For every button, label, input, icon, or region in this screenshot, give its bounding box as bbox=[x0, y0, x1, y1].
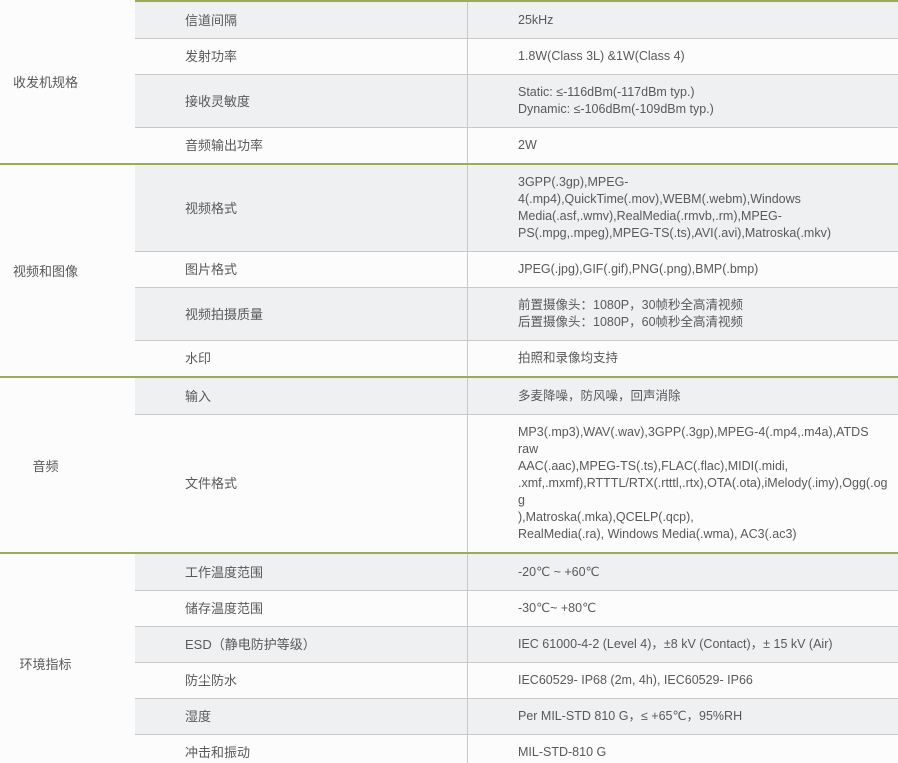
spec-label-cell: 接收灵敏度 bbox=[135, 75, 467, 127]
spec-label-cell: ESD（静电防护等级） bbox=[135, 627, 467, 662]
spec-label: 文件格式 bbox=[185, 476, 238, 491]
spec-row-tx-power: 发射功率 1.8W(Class 3L) &1W(Class 4) bbox=[135, 38, 898, 74]
section-rows: 信道间隔 25kHz 发射功率 1.8W(Class 3L) &1W(Class… bbox=[135, 0, 898, 163]
spec-section-audio: 音频 输入 多麦降噪，防风噪，回声消除 文件格式 MP3(.mp3),WAV(.… bbox=[0, 376, 898, 552]
spec-label-cell: 湿度 bbox=[135, 699, 467, 734]
spec-row-operating-temp: 工作温度范围 -20℃ ~ +60℃ bbox=[135, 554, 898, 590]
spec-label: 信道间隔 bbox=[185, 12, 238, 28]
spec-label-cell: 视频拍摄质量 bbox=[135, 288, 467, 340]
spec-value: IEC 61000-4-2 (Level 4)，±8 kV (Contact)，… bbox=[518, 637, 833, 651]
spec-value-cell: IEC60529- IP68 (2m, 4h), IEC60529- IP66 bbox=[467, 663, 898, 698]
category-cell: 音频 bbox=[0, 378, 135, 552]
category-label: 音频 bbox=[32, 458, 59, 474]
spec-value-cell: -30℃~ +80℃ bbox=[467, 591, 898, 626]
spec-value: IEC60529- IP68 (2m, 4h), IEC60529- IP66 bbox=[518, 673, 753, 687]
spec-label: 输入 bbox=[185, 388, 212, 404]
spec-label-cell: 音频输出功率 bbox=[135, 128, 467, 163]
spec-label-cell: 冲击和振动 bbox=[135, 735, 467, 763]
spec-value: -20℃ ~ +60℃ bbox=[518, 564, 600, 579]
spec-row-audio-file-format: 文件格式 MP3(.mp3),WAV(.wav),3GPP(.3gp),MPEG… bbox=[135, 414, 898, 552]
section-rows: 输入 多麦降噪，防风噪，回声消除 文件格式 MP3(.mp3),WAV(.wav… bbox=[135, 378, 898, 552]
category-label: 收发机规格 bbox=[12, 75, 78, 90]
spec-value-cell: MIL-STD-810 G bbox=[467, 735, 898, 763]
spec-label: 水印 bbox=[185, 351, 212, 366]
spec-section-video-image: 视频和图像 视频格式 3GPP(.3gp),MPEG- 4(.mp4),Quic… bbox=[0, 163, 898, 376]
category-cell: 收发机规格 bbox=[0, 0, 135, 163]
spec-row-dust-water: 防尘防水 IEC60529- IP68 (2m, 4h), IEC60529- … bbox=[135, 662, 898, 698]
spec-label-cell: 视频格式 bbox=[135, 165, 467, 251]
spec-value-cell: IEC 61000-4-2 (Level 4)，±8 kV (Contact)，… bbox=[467, 627, 898, 662]
spec-row-esd: ESD（静电防护等级） IEC 61000-4-2 (Level 4)，±8 k… bbox=[135, 626, 898, 662]
spec-label: 接收灵敏度 bbox=[185, 93, 251, 109]
spec-row-shock-vibration: 冲击和振动 MIL-STD-810 G bbox=[135, 734, 898, 763]
spec-row-storage-temp: 储存温度范围 -30℃~ +80℃ bbox=[135, 590, 898, 626]
spec-label: 视频格式 bbox=[185, 200, 238, 216]
category-cell: 视频和图像 bbox=[0, 165, 135, 376]
spec-value: 3GPP(.3gp),MPEG- 4(.mp4),QuickTime(.mov)… bbox=[518, 175, 832, 240]
spec-label-cell: 储存温度范围 bbox=[135, 591, 467, 626]
spec-label-cell: 输入 bbox=[135, 378, 467, 414]
spec-row-rx-sensitivity: 接收灵敏度 Static: ≤-116dBm(-117dBm typ.) Dyn… bbox=[135, 74, 898, 127]
spec-value-cell: 多麦降噪，防风噪，回声消除 bbox=[467, 378, 898, 414]
spec-row-audio-output-power: 音频输出功率 2W bbox=[135, 127, 898, 163]
spec-label: 湿度 bbox=[185, 709, 212, 724]
spec-label: 图片格式 bbox=[185, 262, 238, 277]
spec-label: 冲击和振动 bbox=[185, 745, 251, 760]
spec-row-humidity: 湿度 Per MIL-STD 810 G，≤ +65℃，95%RH bbox=[135, 698, 898, 734]
spec-value: 多麦降噪，防风噪，回声消除 bbox=[518, 388, 681, 403]
spec-row-video-format: 视频格式 3GPP(.3gp),MPEG- 4(.mp4),QuickTime(… bbox=[135, 165, 898, 251]
spec-label-cell: 信道间隔 bbox=[135, 2, 467, 38]
spec-value: -30℃~ +80℃ bbox=[518, 601, 597, 615]
spec-value-cell: 前置摄像头：1080P，30帧秒全高清视频 后置摄像头：1080P，60帧秒全高… bbox=[467, 288, 898, 340]
spec-value: JPEG(.jpg),GIF(.gif),PNG(.png),BMP(.bmp) bbox=[518, 262, 759, 276]
spec-row-video-quality: 视频拍摄质量 前置摄像头：1080P，30帧秒全高清视频 后置摄像头：1080P… bbox=[135, 287, 898, 340]
spec-row-audio-input: 输入 多麦降噪，防风噪，回声消除 bbox=[135, 378, 898, 414]
section-rows: 视频格式 3GPP(.3gp),MPEG- 4(.mp4),QuickTime(… bbox=[135, 165, 898, 376]
spec-value-cell: 2W bbox=[467, 128, 898, 163]
spec-label-cell: 防尘防水 bbox=[135, 663, 467, 698]
spec-value-cell: 3GPP(.3gp),MPEG- 4(.mp4),QuickTime(.mov)… bbox=[467, 165, 898, 251]
spec-row-channel-spacing: 信道间隔 25kHz bbox=[135, 2, 898, 38]
spec-label: 储存温度范围 bbox=[185, 601, 264, 616]
spec-label: 音频输出功率 bbox=[185, 138, 264, 153]
spec-value-cell: Per MIL-STD 810 G，≤ +65℃，95%RH bbox=[467, 699, 898, 734]
spec-value: MP3(.mp3),WAV(.wav),3GPP(.3gp),MPEG-4(.m… bbox=[518, 425, 888, 541]
spec-value: Per MIL-STD 810 G，≤ +65℃，95%RH bbox=[518, 709, 743, 723]
spec-value: 1.8W(Class 3L) &1W(Class 4) bbox=[518, 49, 685, 63]
spec-value-cell: MP3(.mp3),WAV(.wav),3GPP(.3gp),MPEG-4(.m… bbox=[467, 415, 898, 552]
spec-label-cell: 发射功率 bbox=[135, 39, 467, 74]
spec-value-cell: 25kHz bbox=[467, 2, 898, 38]
spec-value-cell: JPEG(.jpg),GIF(.gif),PNG(.png),BMP(.bmp) bbox=[467, 252, 898, 287]
spec-label-cell: 水印 bbox=[135, 341, 467, 376]
spec-label: 防尘防水 bbox=[185, 673, 238, 688]
category-label: 视频和图像 bbox=[12, 264, 78, 279]
spec-value-cell: 拍照和录像均支持 bbox=[467, 341, 898, 376]
spec-value: 拍照和录像均支持 bbox=[518, 351, 619, 365]
spec-label-cell: 图片格式 bbox=[135, 252, 467, 287]
spec-label: ESD（静电防护等级） bbox=[185, 637, 316, 652]
spec-label: 发射功率 bbox=[185, 49, 238, 64]
category-label: 环境指标 bbox=[19, 656, 72, 672]
spec-label: 工作温度范围 bbox=[185, 564, 264, 580]
spec-value: 25kHz bbox=[518, 12, 554, 27]
spec-value-cell: -20℃ ~ +60℃ bbox=[467, 554, 898, 590]
spec-value: Static: ≤-116dBm(-117dBm typ.) Dynamic: … bbox=[518, 85, 714, 116]
spec-label-cell: 文件格式 bbox=[135, 415, 467, 552]
spec-value: 前置摄像头：1080P，30帧秒全高清视频 后置摄像头：1080P，60帧秒全高… bbox=[518, 298, 744, 329]
spec-value: 2W bbox=[518, 138, 537, 152]
spec-section-transceiver: 收发机规格 信道间隔 25kHz 发射功率 1.8W(Class 3L) &1W… bbox=[0, 0, 898, 163]
category-cell: 环境指标 bbox=[0, 554, 135, 763]
spec-row-watermark: 水印 拍照和录像均支持 bbox=[135, 340, 898, 376]
spec-label-cell: 工作温度范围 bbox=[135, 554, 467, 590]
spec-value-cell: Static: ≤-116dBm(-117dBm typ.) Dynamic: … bbox=[467, 75, 898, 127]
spec-value-cell: 1.8W(Class 3L) &1W(Class 4) bbox=[467, 39, 898, 74]
section-rows: 工作温度范围 -20℃ ~ +60℃ 储存温度范围 -30℃~ +80℃ ESD… bbox=[135, 554, 898, 763]
spec-label: 视频拍摄质量 bbox=[185, 306, 264, 322]
spec-value: MIL-STD-810 G bbox=[518, 745, 607, 759]
spec-section-environment: 环境指标 工作温度范围 -20℃ ~ +60℃ 储存温度范围 -30℃~ +80… bbox=[0, 552, 898, 763]
spec-row-image-format: 图片格式 JPEG(.jpg),GIF(.gif),PNG(.png),BMP(… bbox=[135, 251, 898, 287]
